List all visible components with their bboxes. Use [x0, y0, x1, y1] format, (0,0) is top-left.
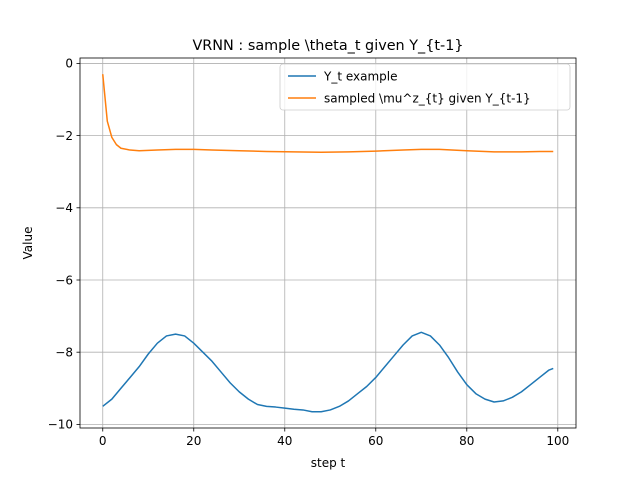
- series-line-1: [102, 331, 554, 413]
- y-tick-label: −10: [48, 418, 73, 432]
- y-tick-label: −6: [55, 273, 73, 287]
- plot-frame: [79, 57, 577, 429]
- y-tick-label: −2: [55, 129, 73, 143]
- y-axis-title: Value: [21, 227, 35, 260]
- grid-lines: [80, 58, 576, 428]
- x-tick-label: 0: [99, 434, 107, 448]
- y-tick-label: −8: [55, 345, 73, 359]
- x-axis-title: step t: [311, 456, 346, 470]
- axis-ticks: 0 20 40 60 80 100 0 −2 −4 −6 −8 −10: [48, 57, 570, 448]
- y-tick-label: 0: [65, 57, 73, 71]
- legend: Y_t example sampled \mu^z_{t} given Y_{t-…: [279, 63, 571, 111]
- x-tick-label: 40: [277, 434, 292, 448]
- y-tick-label: −4: [55, 201, 73, 215]
- series-line-2: [102, 74, 554, 153]
- legend-label-2: sampled \mu^z_{t} given Y_{t-1}: [324, 91, 531, 105]
- legend-box: [279, 63, 571, 111]
- x-tick-label: 100: [546, 434, 569, 448]
- x-tick-label: 20: [186, 434, 201, 448]
- legend-label-1: Y_t example: [323, 69, 398, 83]
- x-tick-label: 80: [459, 434, 474, 448]
- x-tick-label: 60: [368, 434, 383, 448]
- chart-title: VRNN : sample \theta_t given Y_{t-1}: [192, 38, 463, 54]
- series-layer: [102, 74, 554, 413]
